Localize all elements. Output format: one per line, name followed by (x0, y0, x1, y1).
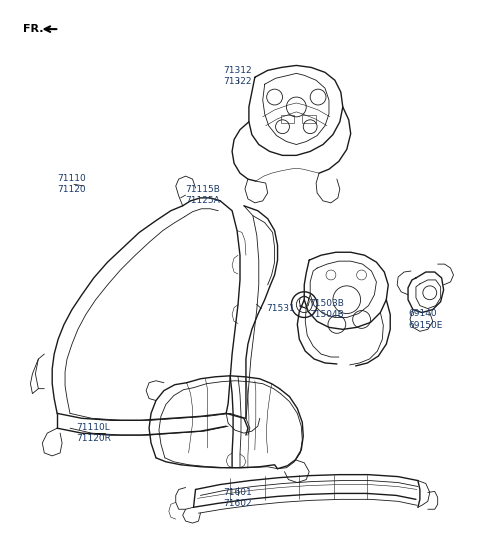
Text: 71115B
71125A: 71115B 71125A (185, 185, 220, 205)
Text: 71110L
71120R: 71110L 71120R (76, 423, 111, 443)
Text: 71601
71602: 71601 71602 (223, 488, 252, 508)
Text: 71110
71120: 71110 71120 (57, 174, 86, 194)
Bar (302, 115, 316, 123)
Text: 69140
69150E: 69140 69150E (408, 310, 443, 329)
Text: 71312
71322: 71312 71322 (223, 66, 252, 86)
Text: 71503B
71504B: 71503B 71504B (309, 299, 344, 319)
Text: 71531: 71531 (266, 304, 295, 313)
Text: FR.: FR. (23, 24, 43, 34)
Bar (280, 115, 294, 123)
